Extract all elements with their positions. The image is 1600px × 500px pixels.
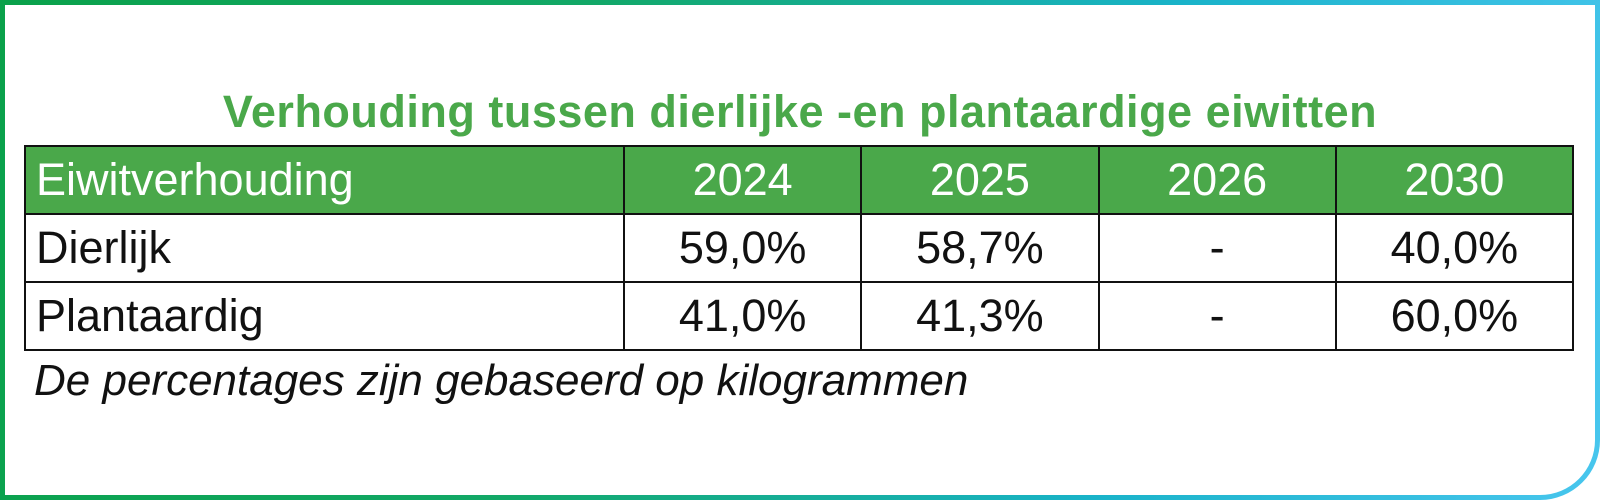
table-cell: 41,3%: [860, 281, 1100, 351]
header-2024: 2024: [622, 145, 863, 215]
table-cell: -: [1097, 281, 1337, 351]
header-2025: 2025: [860, 145, 1100, 215]
header-2026: 2026: [1097, 145, 1337, 215]
table-row: Dierlijk 59,0% 58,7% - 40,0%: [24, 213, 1575, 283]
table-cell: 41,0%: [622, 281, 863, 351]
table-cell: -: [1097, 213, 1337, 283]
table-cell: 58,7%: [860, 213, 1100, 283]
row-label: Dierlijk: [24, 213, 625, 283]
table-header-row: Eiwitverhouding 2024 2025 2026 2030: [24, 145, 1575, 215]
table-cell: 40,0%: [1334, 213, 1575, 283]
table-title: Verhouding tussen dierlijke -en plantaar…: [222, 86, 1378, 137]
protein-ratio-table: Eiwitverhouding 2024 2025 2026 2030 Dier…: [24, 145, 1575, 351]
table-row: Plantaardig 41,0% 41,3% - 60,0%: [24, 281, 1575, 351]
header-eiwitverhouding: Eiwitverhouding: [24, 145, 625, 215]
table-cell: 59,0%: [622, 213, 863, 283]
table-cell: 60,0%: [1334, 281, 1575, 351]
header-2030: 2030: [1334, 145, 1575, 215]
row-label: Plantaardig: [24, 281, 625, 351]
footnote: De percentages zijn gebaseerd op kilogra…: [34, 356, 969, 405]
